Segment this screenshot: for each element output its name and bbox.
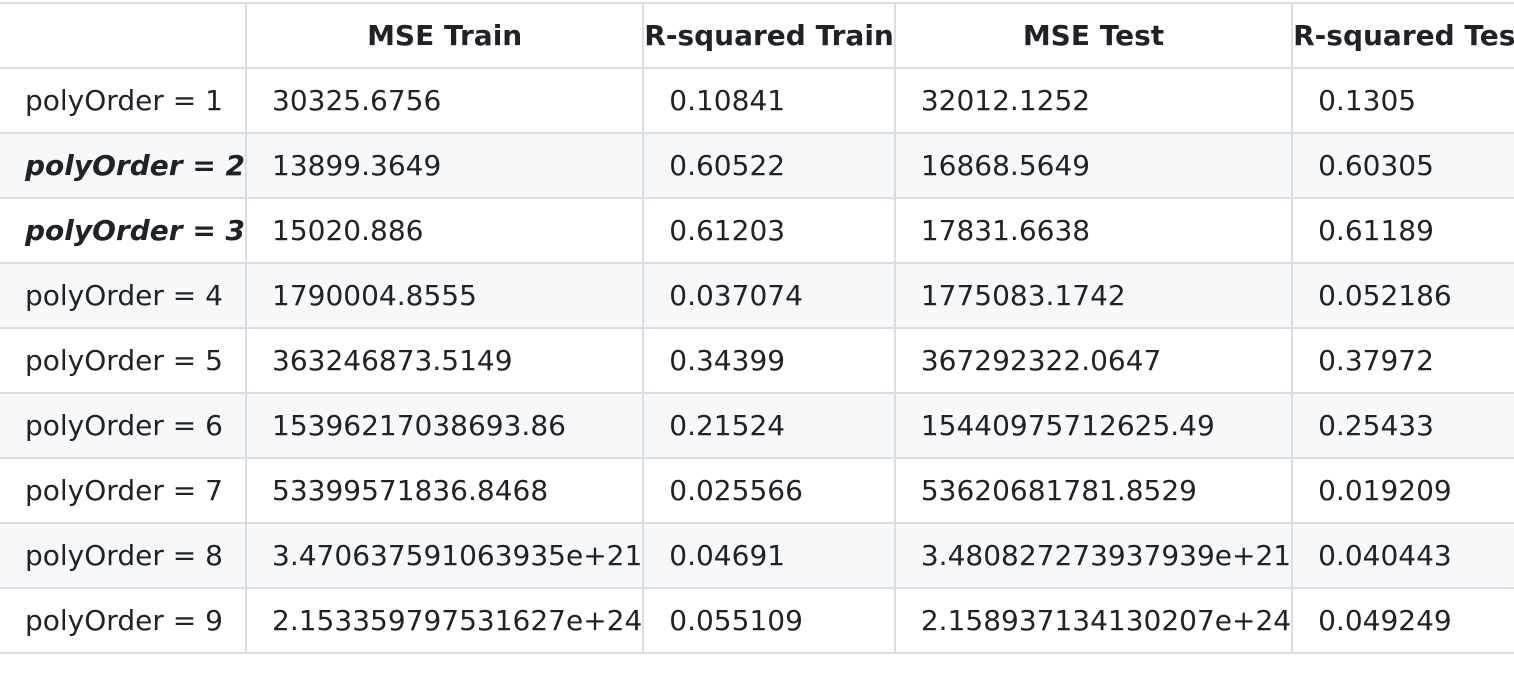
- row-label: polyOrder = 1: [0, 67, 248, 134]
- cell-mse-train: 30325.6756: [245, 67, 645, 134]
- cell-mse-test: 16868.5649: [893, 132, 1294, 199]
- cell-mse-test: 53620681781.8529: [893, 457, 1294, 524]
- cell-r-squared-test: 0.040443: [1291, 522, 1514, 589]
- header-cell-mse-test: MSE Test: [893, 2, 1294, 69]
- cell-r-squared-train: 0.61203: [642, 197, 896, 264]
- cell-r-squared-test: 0.052186: [1291, 262, 1514, 329]
- cell-mse-test: 15440975712625.49: [893, 392, 1294, 459]
- row-label: polyOrder = 2: [0, 132, 248, 199]
- header-cell-r-squared-train: R-squared Train: [642, 2, 896, 69]
- header-cell-r-squared-test: R-squared Test: [1291, 2, 1514, 69]
- cell-mse-train: 3.470637591063935e+21: [245, 522, 645, 589]
- row-label: polyOrder = 3: [0, 197, 248, 264]
- cell-mse-train: 363246873.5149: [245, 327, 645, 394]
- row-label: polyOrder = 5: [0, 327, 248, 394]
- table-row: polyOrder = 1 30325.6756 0.10841 32012.1252…: [0, 67, 1514, 134]
- cell-r-squared-train: 0.10841: [642, 67, 896, 134]
- results-table: MSE Train R-squared Train MSE Test R-squ…: [0, 2, 1514, 654]
- cell-r-squared-test: 0.049249: [1291, 587, 1514, 654]
- cell-r-squared-test: 0.60305: [1291, 132, 1514, 199]
- cell-r-squared-train: 0.34399: [642, 327, 896, 394]
- cell-mse-test: 17831.6638: [893, 197, 1294, 264]
- cell-r-squared-test: 0.1305: [1291, 67, 1514, 134]
- cell-mse-train: 53399571836.8468: [245, 457, 645, 524]
- cell-r-squared-test: 0.019209: [1291, 457, 1514, 524]
- cell-r-squared-train: 0.037074: [642, 262, 896, 329]
- row-label: polyOrder = 8: [0, 522, 248, 589]
- table-row: polyOrder = 2 13899.3649 0.60522 16868.5649…: [0, 132, 1514, 199]
- row-label: polyOrder = 7: [0, 457, 248, 524]
- table-row: polyOrder = 6 15396217038693.86 0.21524 154…: [0, 392, 1514, 459]
- cell-r-squared-train: 0.055109: [642, 587, 896, 654]
- cell-mse-test: 367292322.0647: [893, 327, 1294, 394]
- table-row: polyOrder = 5 363246873.5149 0.34399 367292…: [0, 327, 1514, 394]
- cell-r-squared-train: 0.025566: [642, 457, 896, 524]
- table-row: polyOrder = 3 15020.886 0.61203 17831.6638 0…: [0, 197, 1514, 264]
- cell-r-squared-train: 0.21524: [642, 392, 896, 459]
- table-row: polyOrder = 8 3.470637591063935e+21 0.0469…: [0, 522, 1514, 589]
- cell-mse-train: 1790004.8555: [245, 262, 645, 329]
- cell-mse-test: 2.158937134130207e+24: [893, 587, 1294, 654]
- cell-mse-train: 15396217038693.86: [245, 392, 645, 459]
- cell-r-squared-train: 0.60522: [642, 132, 896, 199]
- cell-r-squared-train: 0.04691: [642, 522, 896, 589]
- cell-mse-train: 2.153359797531627e+24: [245, 587, 645, 654]
- table-row: polyOrder = 4 1790004.8555 0.037074 1775083…: [0, 262, 1514, 329]
- row-label: polyOrder = 4: [0, 262, 248, 329]
- header-cell-corner: [0, 2, 248, 69]
- cell-mse-test: 3.480827273937939e+21: [893, 522, 1294, 589]
- row-label: polyOrder = 9: [0, 587, 248, 654]
- table-row: polyOrder = 9 2.153359797531627e+24 0.0551…: [0, 587, 1514, 654]
- cell-mse-test: 32012.1252: [893, 67, 1294, 134]
- cell-mse-test: 1775083.1742: [893, 262, 1294, 329]
- header-row: MSE Train R-squared Train MSE Test R-squ…: [0, 2, 1514, 69]
- cell-r-squared-test: 0.61189: [1291, 197, 1514, 264]
- cell-mse-train: 15020.886: [245, 197, 645, 264]
- table-row: polyOrder = 7 53399571836.8468 0.025566 536…: [0, 457, 1514, 524]
- cell-r-squared-test: 0.37972: [1291, 327, 1514, 394]
- cell-r-squared-test: 0.25433: [1291, 392, 1514, 459]
- row-label: polyOrder = 6: [0, 392, 248, 459]
- cell-mse-train: 13899.3649: [245, 132, 645, 199]
- header-cell-mse-train: MSE Train: [245, 2, 645, 69]
